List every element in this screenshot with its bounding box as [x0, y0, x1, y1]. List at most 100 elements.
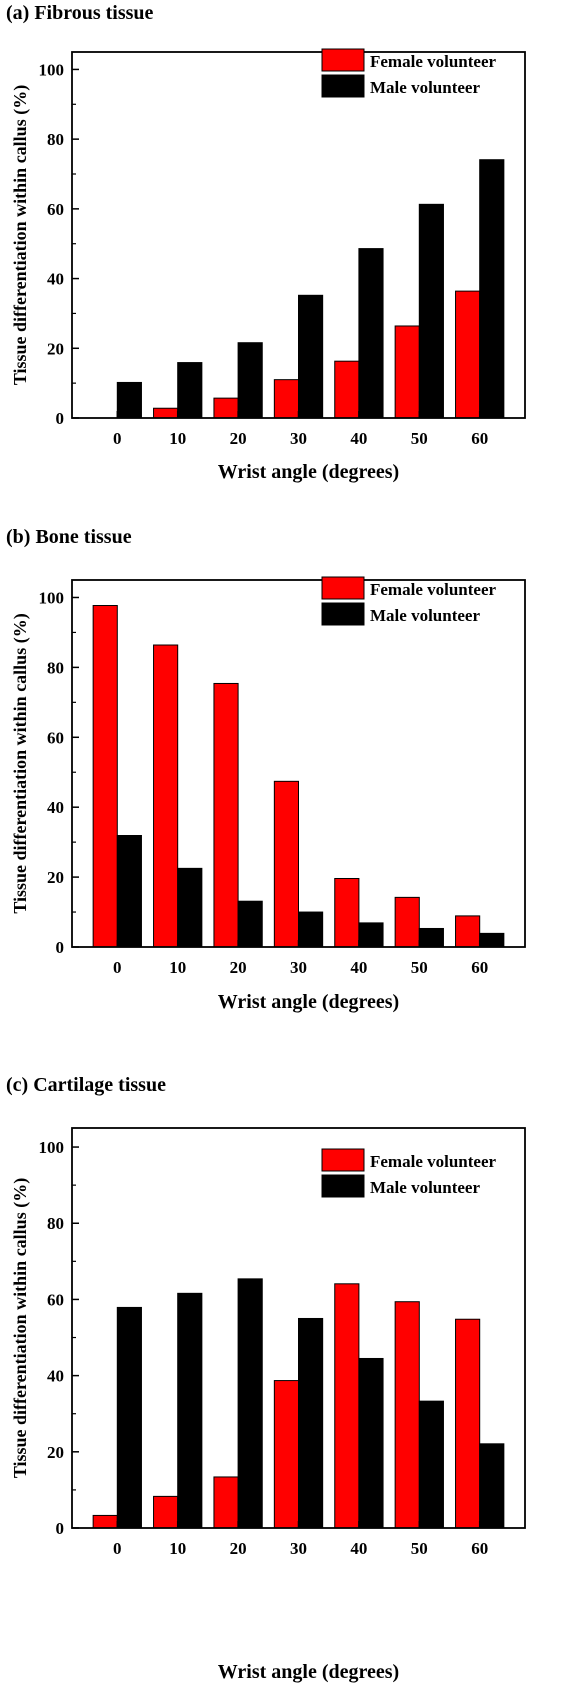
- x-tick-label: 60: [471, 958, 488, 977]
- y-axis-label: Tissue differentiation within callus (%): [10, 85, 31, 385]
- legend-label: Male volunteer: [370, 78, 480, 97]
- bar-male-10: [177, 1292, 203, 1529]
- x-tick-label: 50: [411, 958, 428, 977]
- x-axis-label: Wrist angle (degrees): [218, 991, 399, 1013]
- y-tick-label: 0: [56, 409, 65, 428]
- bar-male-10: [177, 362, 203, 419]
- legend-label: Male volunteer: [370, 1178, 480, 1197]
- bar-male-30: [298, 911, 324, 948]
- y-axis-label: Tissue differentiation within callus (%): [10, 613, 31, 913]
- bar-female-0: [92, 1514, 118, 1529]
- bar-male-50: [418, 1400, 444, 1529]
- bar-male-30: [298, 1317, 324, 1529]
- legend-swatch-male: [321, 1174, 365, 1198]
- legend-swatch-male: [321, 74, 365, 98]
- bar-female-40: [334, 877, 360, 948]
- bar-female-20: [213, 1476, 239, 1529]
- x-tick-label: 10: [169, 1539, 186, 1558]
- chart-panel-b: (b) Bone tissue 0 20 40 60 80 100 0 10 20 30 40 50 6…: [0, 524, 586, 1044]
- bar-female-20: [213, 682, 239, 948]
- y-tick-label: 100: [39, 1138, 65, 1157]
- legend-swatch-female: [321, 1148, 365, 1172]
- bar-female-30: [273, 379, 299, 419]
- bar-female-10: [153, 1495, 179, 1529]
- y-axis-label: Tissue differentiation within callus (%): [10, 1178, 31, 1478]
- bar-male-0: [116, 835, 142, 948]
- bar-male-40: [358, 1357, 384, 1529]
- chart-c: 0 20 40 60 80 100 0 10 20 30 40 50 60 Wrist angle (de…: [10, 1127, 526, 1683]
- x-tick-label: 60: [471, 429, 488, 448]
- bar-female-60: [455, 1318, 481, 1529]
- x-tick-label: 0: [113, 1539, 122, 1558]
- bar-male-50: [418, 203, 444, 419]
- legend-label: Female volunteer: [370, 580, 496, 599]
- legend-swatch-female: [321, 576, 365, 600]
- bar-female-50: [394, 1301, 420, 1529]
- y-tick-label: 20: [47, 339, 64, 358]
- bar-male-60: [479, 932, 505, 948]
- bar-male-40: [358, 248, 384, 419]
- legend-swatch-female: [321, 48, 365, 72]
- y-tick-label: 100: [39, 60, 65, 79]
- y-tick-label: 0: [56, 938, 65, 957]
- bar-male-50: [418, 927, 444, 948]
- x-tick-label: 40: [350, 958, 367, 977]
- x-tick-label: 40: [350, 1539, 367, 1558]
- bar-female-40: [334, 1283, 360, 1529]
- bar-female-60: [455, 290, 481, 419]
- y-tick-label: 40: [47, 798, 64, 817]
- chart-b: 0 20 40 60 80 100 0 10 20 30 40 50 60 Wrist angle (de…: [10, 576, 526, 1013]
- x-tick-label: 40: [350, 429, 367, 448]
- bar-female-10: [153, 644, 179, 948]
- x-tick-label: 30: [290, 958, 307, 977]
- bar-female-30: [273, 1380, 299, 1529]
- y-tick-label: 60: [47, 728, 64, 747]
- y-tick-label: 40: [47, 1367, 64, 1386]
- x-tick-label: 20: [230, 1539, 247, 1558]
- bar-male-30: [298, 294, 324, 419]
- y-tick-label: 80: [47, 1214, 64, 1233]
- bar-male-20: [237, 1278, 263, 1529]
- legend-swatch-male: [321, 602, 365, 626]
- x-tick-label: 30: [290, 1539, 307, 1558]
- x-axis-label: Wrist angle (degrees): [218, 461, 399, 483]
- bar-female-60: [455, 915, 481, 948]
- bar-male-0: [116, 381, 142, 419]
- bar-male-20: [237, 342, 263, 419]
- y-tick-label: 60: [47, 1290, 64, 1309]
- x-tick-label: 50: [411, 1539, 428, 1558]
- x-tick-label: 0: [113, 958, 122, 977]
- chart-title: (c) Cartilage tissue: [6, 1074, 166, 1096]
- bar-male-0: [116, 1306, 142, 1529]
- bar-female-20: [213, 397, 239, 419]
- bar-female-30: [273, 780, 299, 948]
- bar-female-10: [153, 407, 179, 419]
- y-tick-label: 40: [47, 270, 64, 289]
- x-tick-label: 20: [230, 958, 247, 977]
- bar-male-60: [479, 1443, 505, 1529]
- chart-title: (a) Fibrous tissue: [6, 2, 154, 24]
- y-tick-label: 100: [39, 588, 65, 607]
- bar-female-0: [92, 605, 118, 948]
- y-tick-label: 20: [47, 1443, 64, 1462]
- y-tick-label: 80: [47, 658, 64, 677]
- legend-label: Female volunteer: [370, 1152, 496, 1171]
- legend-label: Female volunteer: [370, 52, 496, 71]
- x-tick-label: 60: [471, 1539, 488, 1558]
- legend-label: Male volunteer: [370, 606, 480, 625]
- bar-male-60: [479, 159, 505, 419]
- chart-panel-c: (c) Cartilage tissue 0 20 40 60 80 100 0 10 20 30…: [0, 1068, 586, 1691]
- bar-female-40: [334, 360, 360, 419]
- x-tick-label: 10: [169, 958, 186, 977]
- y-tick-label: 20: [47, 868, 64, 887]
- bar-female-50: [394, 896, 420, 948]
- x-axis-label: Wrist angle (degrees): [218, 1661, 399, 1683]
- bar-male-10: [177, 867, 203, 948]
- x-tick-label: 0: [113, 429, 122, 448]
- y-tick-label: 0: [56, 1519, 65, 1538]
- y-tick-label: 60: [47, 200, 64, 219]
- chart-a: 0 20 40 60 80 100 0 10 20 30 40 50 60 Wrist angle (de…: [10, 48, 526, 483]
- chart-title: (b) Bone tissue: [6, 526, 132, 548]
- x-tick-label: 20: [230, 429, 247, 448]
- x-tick-label: 10: [169, 429, 186, 448]
